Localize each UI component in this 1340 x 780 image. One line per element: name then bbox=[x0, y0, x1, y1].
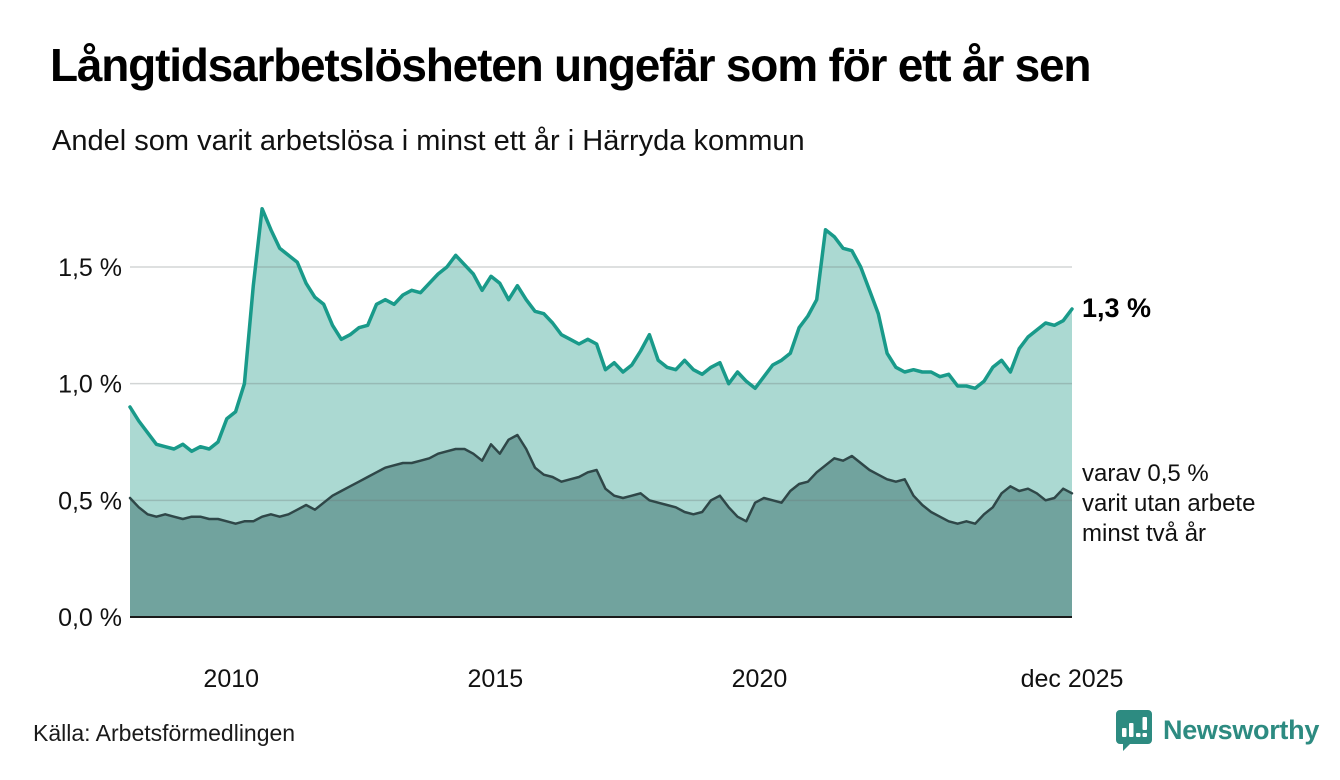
x-tick-label: 2015 bbox=[468, 665, 524, 693]
annotation-line: varit utan arbete bbox=[1082, 490, 1256, 517]
y-axis-labels: 0,0 % 0,5 % 1,0 % 1,5 % bbox=[58, 254, 122, 632]
page-subtitle: Andel som varit arbetslösa i minst ett å… bbox=[52, 125, 805, 157]
source-attribution: Källa: Arbetsförmedlingen bbox=[33, 720, 296, 746]
y-tick-label: 1,5 % bbox=[58, 254, 122, 282]
annotation-line: minst två år bbox=[1082, 520, 1207, 547]
x-tick-label: dec 2025 bbox=[1021, 665, 1124, 693]
y-tick-label: 1,0 % bbox=[58, 371, 122, 399]
series-line-two-year bbox=[128, 433, 1074, 525]
secondary-series-annotation: varav 0,5 % varit utan arbete minst två … bbox=[1082, 459, 1255, 549]
chart-area-fills bbox=[130, 208, 1072, 617]
series-line-one-year bbox=[128, 206, 1074, 454]
annotation-line: varav 0,5 % bbox=[1082, 460, 1209, 487]
x-axis-labels: 2010 2015 2020 dec 2025 bbox=[203, 665, 1123, 693]
chart-gridlines bbox=[130, 266, 1072, 502]
series-fill-two-year bbox=[130, 435, 1072, 617]
x-tick-label: 2010 bbox=[203, 665, 259, 693]
chart-series-lines bbox=[128, 206, 1074, 525]
series-end-value-label: 1,3 % bbox=[1082, 293, 1152, 323]
y-tick-label: 0,0 % bbox=[58, 604, 122, 632]
page-title: Långtidsarbetslösheten ungefär som för e… bbox=[50, 39, 1092, 91]
newsworthy-logo: Newsworthy bbox=[1114, 708, 1319, 752]
x-tick-label: 2020 bbox=[732, 665, 788, 693]
newsworthy-logo-icon bbox=[1116, 710, 1152, 751]
newsworthy-logo-text: Newsworthy bbox=[1163, 714, 1320, 745]
y-tick-label: 0,5 % bbox=[58, 487, 122, 515]
